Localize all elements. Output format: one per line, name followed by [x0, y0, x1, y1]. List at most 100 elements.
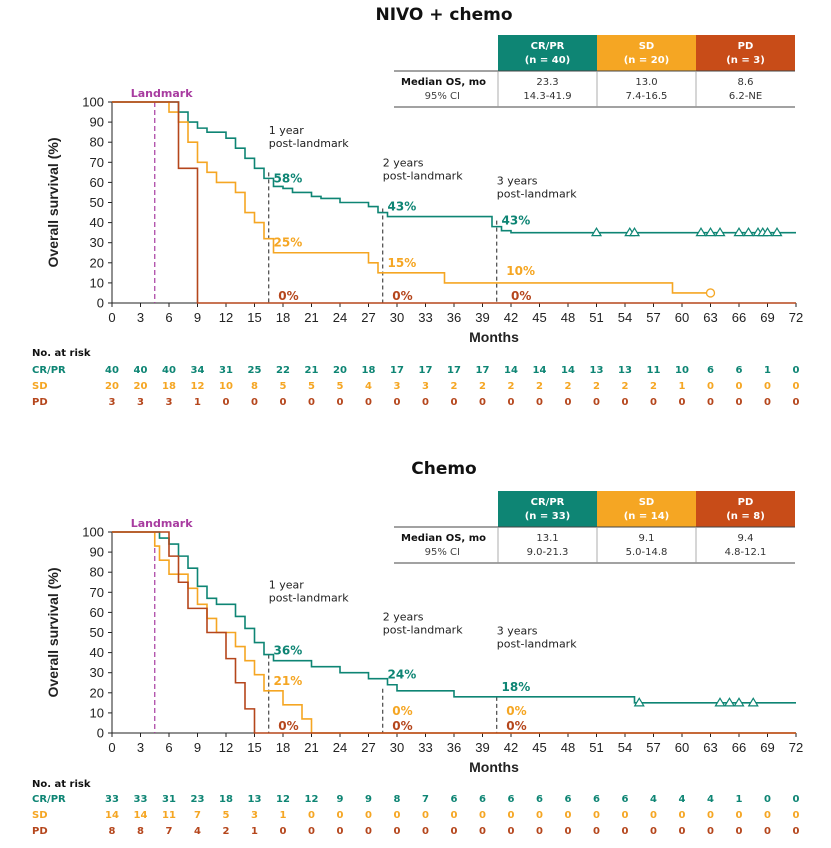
y-tick-label: 0: [97, 726, 104, 741]
risk-row-label: SD: [32, 810, 48, 821]
risk-value: 6: [479, 794, 486, 805]
risk-value: 5: [280, 381, 287, 392]
risk-value: 33: [134, 794, 148, 805]
risk-value: 17: [390, 365, 404, 376]
x-tick-label: 24: [333, 740, 347, 755]
percent-label-crpr: 43%: [388, 200, 417, 214]
risk-value: 0: [536, 810, 543, 821]
risk-value: 0: [593, 826, 600, 837]
censor-mark: [761, 226, 774, 237]
x-tick-label: 69: [760, 740, 774, 755]
x-tick-label: 3: [137, 310, 144, 325]
risk-value: 34: [191, 365, 205, 376]
landmark-label: Landmark: [131, 87, 193, 100]
risk-value: 1: [251, 826, 258, 837]
censor-mark: [695, 226, 707, 237]
table-group-n: (n = 14): [624, 511, 670, 522]
x-tick-label: 60: [675, 740, 689, 755]
risk-value: 6: [536, 794, 543, 805]
x-tick-label: 0: [108, 740, 115, 755]
table-group-name: CR/PR: [531, 497, 565, 508]
risk-value: 0: [451, 397, 458, 408]
risk-value: 11: [647, 365, 661, 376]
table-group-name: SD: [639, 41, 655, 52]
risk-value: 0: [764, 826, 771, 837]
y-tick-label: 90: [90, 545, 104, 560]
risk-value: 33: [105, 794, 119, 805]
table-median-value: 9.4: [738, 533, 754, 544]
x-tick-label: 30: [390, 740, 404, 755]
risk-row-label: CR/PR: [32, 794, 66, 805]
table-group-n: (n = 33): [525, 511, 571, 522]
x-tick-label: 54: [618, 310, 632, 325]
risk-value: 6: [622, 794, 629, 805]
risk-value: 14: [105, 810, 119, 821]
x-tick-label: 33: [418, 740, 432, 755]
risk-value: 1: [280, 810, 287, 821]
x-tick-label: 66: [732, 740, 746, 755]
risk-value: 8: [394, 794, 401, 805]
percent-label-crpr: 36%: [274, 644, 303, 658]
km-curve-crpr: [112, 531, 796, 704]
panel-chemo: Chemo CR/PR (n = 33) 13.1 9.0-21.3 SD (n = 14)…: [32, 459, 803, 837]
censor-mark: [723, 697, 736, 707]
milestone-label-line2: post-landmark: [497, 187, 577, 200]
risk-value: 3: [166, 397, 173, 408]
risk-value: 0: [707, 381, 714, 392]
risk-value: 40: [162, 365, 176, 376]
table-median-value: 13.0: [635, 77, 657, 88]
risk-value: 0: [337, 826, 344, 837]
risk-value: 31: [162, 794, 176, 805]
risk-value: 0: [251, 397, 258, 408]
x-tick-label: 39: [475, 310, 489, 325]
risk-value: 6: [736, 365, 743, 376]
risk-value: 6: [508, 794, 515, 805]
table-median-value: 23.3: [536, 77, 558, 88]
risk-value: 2: [223, 826, 230, 837]
risk-value: 2: [536, 381, 543, 392]
censor-mark: [714, 226, 726, 237]
risk-value: 4: [194, 826, 201, 837]
risk-value: 0: [622, 810, 629, 821]
risk-value: 17: [476, 365, 490, 376]
milestone-label-line1: 2 years: [383, 610, 424, 623]
risk-value: 14: [504, 365, 518, 376]
risk-value: 0: [536, 826, 543, 837]
risk-value: 12: [191, 381, 205, 392]
risk-value: 2: [508, 381, 515, 392]
censor-mark: [714, 697, 726, 707]
risk-value: 14: [134, 810, 148, 821]
x-tick-label: 63: [703, 310, 717, 325]
risk-value: 2: [565, 381, 572, 392]
milestone-label-line2: post-landmark: [383, 623, 463, 636]
risk-value: 4: [365, 381, 372, 392]
risk-value: 0: [337, 810, 344, 821]
censor-mark: [705, 288, 716, 298]
risk-value: 7: [422, 794, 429, 805]
risk-value: 11: [162, 810, 176, 821]
percent-label-crpr: 43%: [502, 214, 531, 228]
risk-value: 13: [590, 365, 604, 376]
table-header-cell: [696, 491, 795, 527]
censor-mark: [633, 697, 645, 707]
risk-value: 0: [565, 826, 572, 837]
risk-value: 0: [280, 826, 287, 837]
y-tick-label: 60: [90, 605, 104, 620]
x-tick-label: 36: [447, 740, 461, 755]
x-tick-label: 6: [165, 740, 172, 755]
risk-value: 13: [248, 794, 262, 805]
x-tick-label: 30: [390, 310, 404, 325]
table-group-n: (n = 20): [624, 55, 670, 66]
km-curve-crpr: [112, 101, 796, 234]
table-row-label: Median OS, mo: [401, 77, 486, 88]
y-tick-label: 70: [90, 585, 104, 600]
risk-value: 0: [508, 397, 515, 408]
censor-mark: [742, 226, 755, 237]
risk-value: 1: [679, 381, 686, 392]
x-tick-label: 72: [789, 740, 803, 755]
milestone-label-line1: 1 year: [269, 124, 305, 137]
x-tick-label: 66: [732, 310, 746, 325]
risk-value: 0: [422, 397, 429, 408]
